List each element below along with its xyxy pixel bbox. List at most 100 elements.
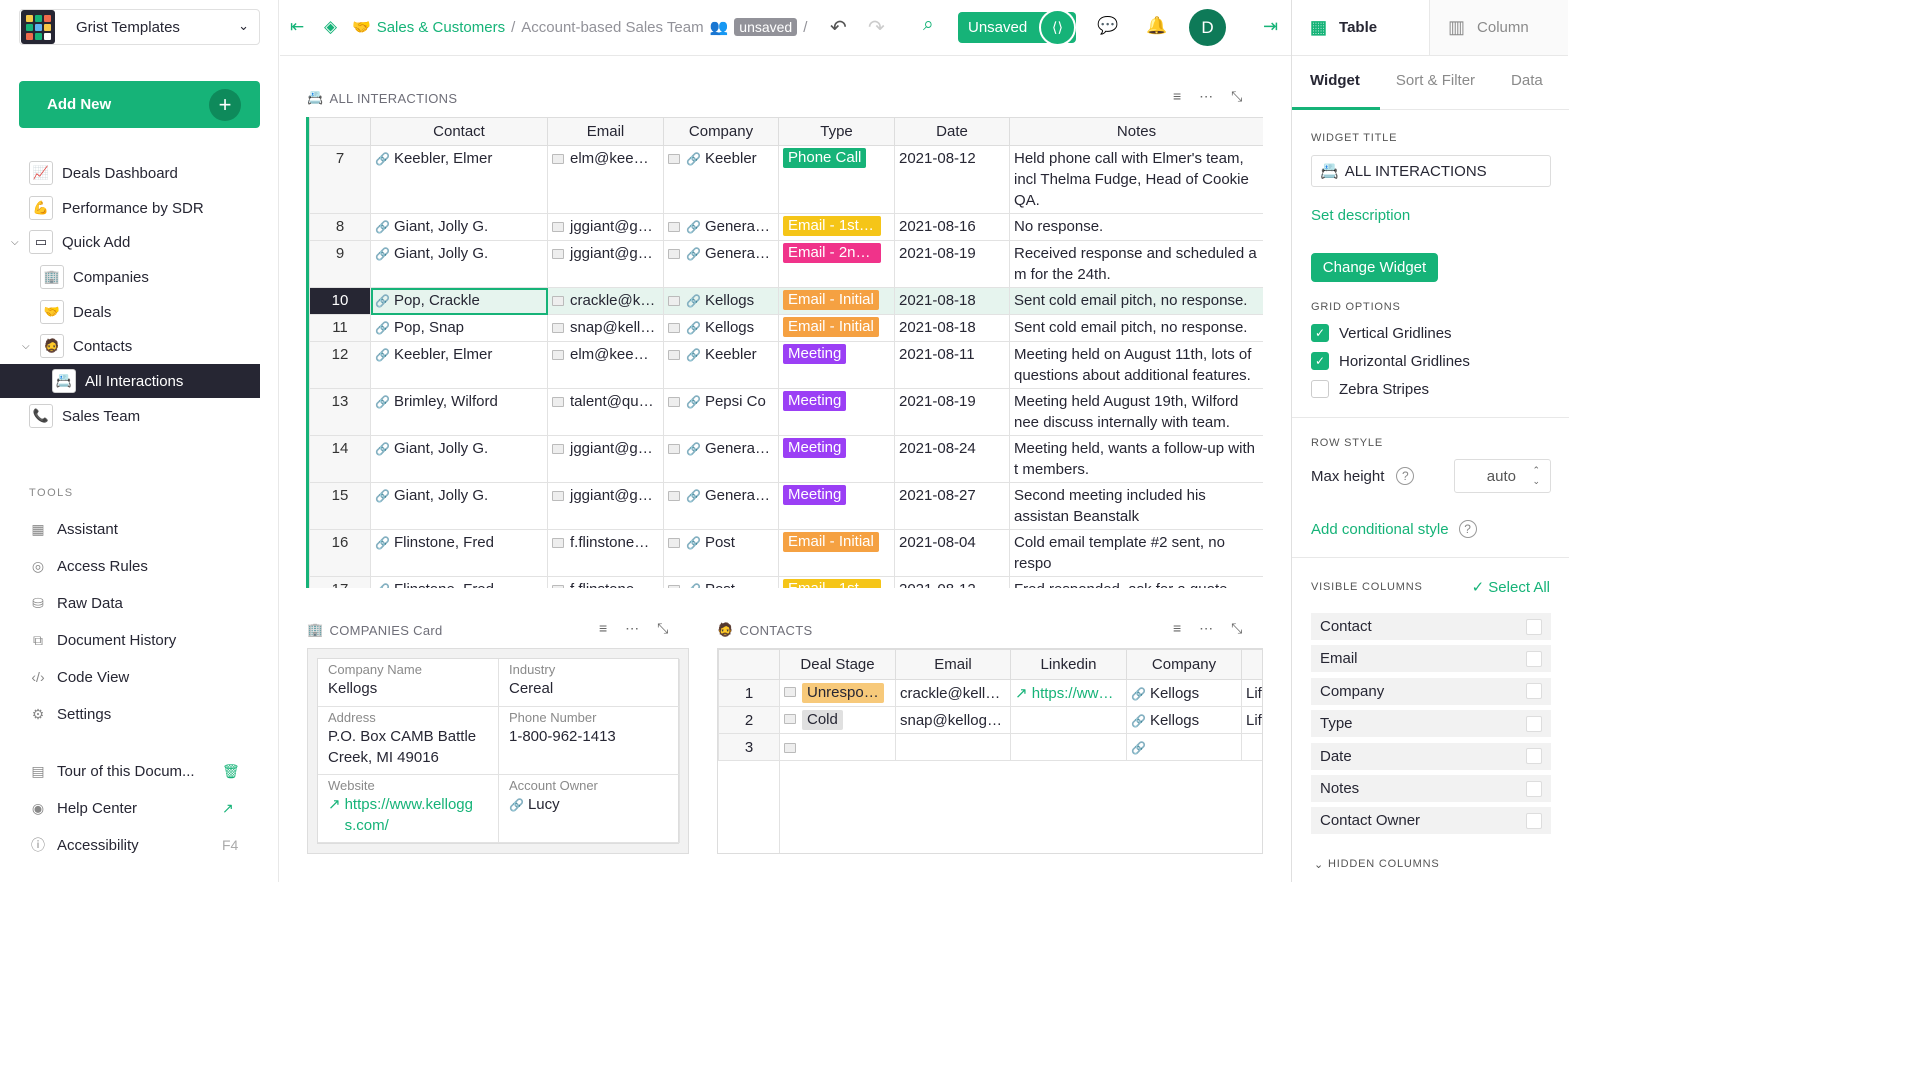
- table-row[interactable]: 14 🔗 Giant, Jolly G. jggiant@g… 🔗 Genera… Meet…: [309, 435, 1263, 483]
- cell-type[interactable]: Meeting: [778, 388, 895, 436]
- cell-email[interactable]: elm@kee…: [547, 145, 664, 214]
- cell-deal-stage[interactable]: [779, 733, 896, 761]
- change-widget-button[interactable]: Change Widget: [1311, 253, 1438, 282]
- table-row[interactable]: 11 🔗 Pop, Snap snap@kell… 🔗 Kellogs Email - In…: [309, 314, 1263, 342]
- visible-column-item[interactable]: Email: [1311, 645, 1551, 673]
- column-header[interactable]: Notes: [1009, 117, 1263, 146]
- table-row[interactable]: 10 🔗 Pop, Crackle crackle@k… 🔗 Kellogs Email -…: [309, 287, 1263, 315]
- cell-email[interactable]: snap@kellog…: [895, 706, 1011, 734]
- cell-notes[interactable]: Fred responded, ask for a quote: [1009, 576, 1263, 588]
- table-row[interactable]: 9 🔗 Giant, Jolly G. jggiant@g… 🔗 Genera… Email…: [309, 240, 1263, 288]
- expand-icon[interactable]: ⤡: [1231, 620, 1243, 636]
- card-field-address[interactable]: Address P.O. Box CAMB Battle Creek, MI 49…: [318, 707, 499, 775]
- sort-filter-icon[interactable]: ≡: [1173, 620, 1182, 636]
- cell-company[interactable]: 🔗 Kellogs: [663, 287, 779, 315]
- cell-date[interactable]: 2021-08-18: [894, 287, 1010, 315]
- row-number[interactable]: 15: [309, 482, 371, 530]
- card-field-website[interactable]: Website ↗ https://www.kellogg s.com/: [318, 775, 499, 843]
- row-number[interactable]: 7: [309, 145, 371, 214]
- column-checkbox[interactable]: [1526, 748, 1542, 765]
- cell-notes[interactable]: Meeting held on August 11th, lots of que…: [1009, 341, 1263, 389]
- cell-value[interactable]: https://ww…: [1031, 685, 1114, 702]
- cell-type[interactable]: Email - Initial: [778, 287, 895, 315]
- unsaved-button[interactable]: Unsaved ⟨⟩: [958, 9, 1076, 46]
- table-row[interactable]: 2 Cold snap@kellog… 🔗 Kellogs Lif: [718, 706, 1262, 734]
- cell-type[interactable]: Meeting: [778, 341, 895, 389]
- cell-date[interactable]: 2021-08-19: [894, 388, 1010, 436]
- cell-company[interactable]: 🔗 Kellogs: [663, 314, 779, 342]
- cell-company[interactable]: 🔗: [1126, 733, 1242, 761]
- cell-contact[interactable]: 🔗 Keebler, Elmer: [370, 145, 548, 214]
- cell-company[interactable]: 🔗 Keebler: [663, 341, 779, 389]
- visible-column-item[interactable]: Notes: [1311, 775, 1551, 802]
- add-new-button[interactable]: Add New +: [19, 81, 260, 128]
- cell-type[interactable]: Email - 1st …: [778, 576, 895, 588]
- breadcrumb-workspace[interactable]: Sales & Customers: [376, 18, 506, 36]
- cell-notes[interactable]: No response.: [1009, 213, 1263, 241]
- tour-link[interactable]: ▤ Tour of this Docum... 🗑: [29, 758, 239, 784]
- column-header[interactable]: Company: [1126, 649, 1242, 680]
- cell-company[interactable]: 🔗 Genera…: [663, 435, 779, 483]
- cell-contact[interactable]: 🔗 Pop, Crackle: [370, 287, 548, 315]
- tool-access-rules[interactable]: ◎ Access Rules: [29, 553, 148, 579]
- expand-panel-icon[interactable]: ⇥: [1263, 16, 1279, 36]
- row-number[interactable]: 13: [309, 388, 371, 436]
- cell-type[interactable]: Phone Call: [778, 145, 895, 214]
- table-row[interactable]: 3 🔗: [718, 733, 1262, 761]
- column-checkbox[interactable]: [1526, 780, 1542, 797]
- cell-email[interactable]: jggiant@g…: [547, 482, 664, 530]
- column-header[interactable]: Email: [895, 649, 1011, 680]
- column-checkbox[interactable]: [1526, 812, 1542, 829]
- row-number[interactable]: 17: [309, 576, 371, 588]
- chevron-down-icon[interactable]: ⌵: [22, 341, 30, 352]
- column-checkbox[interactable]: [1526, 715, 1542, 732]
- page-all-interactions[interactable]: 📇 All Interactions: [0, 364, 260, 398]
- subtab-widget[interactable]: Widget: [1310, 72, 1360, 89]
- cell-contact[interactable]: 🔗 Pop, Snap: [370, 314, 548, 342]
- chevron-down-icon[interactable]: ⌵: [11, 237, 19, 248]
- column-header[interactable]: Company: [663, 117, 779, 146]
- table-row[interactable]: 12 🔗 Keebler, Elmer elm@kee… 🔗 Keebler Meeting…: [309, 341, 1263, 389]
- card-field-industry[interactable]: Industry Cereal: [499, 659, 680, 707]
- cell-deal-stage[interactable]: Unrespo…: [779, 679, 896, 707]
- sort-filter-icon[interactable]: ≡: [1173, 88, 1182, 104]
- cell-contact[interactable]: 🔗 Giant, Jolly G.: [370, 213, 548, 241]
- field-value[interactable]: https://www.kellogg s.com/: [344, 796, 473, 834]
- row-number-header[interactable]: [309, 117, 371, 146]
- cell-linkedin[interactable]: ↗ https://ww…: [1010, 679, 1127, 707]
- card-field-phone[interactable]: Phone Number 1-800-962-1413: [499, 707, 680, 775]
- row-number[interactable]: 11: [309, 314, 371, 342]
- page-deals-dashboard[interactable]: 📈 Deals Dashboard: [29, 157, 178, 189]
- cell-date[interactable]: 2021-08-11: [894, 341, 1010, 389]
- cell-type[interactable]: Email - 2nd…: [778, 240, 895, 288]
- cell-deal-stage[interactable]: Cold: [779, 706, 896, 734]
- cell-notes[interactable]: Meeting held August 19th, Wilford nee di…: [1009, 388, 1263, 436]
- sort-filter-icon[interactable]: ≡: [599, 620, 608, 636]
- horizontal-gridlines-checkbox[interactable]: ✓ Horizontal Gridlines: [1311, 352, 1470, 370]
- visible-column-item[interactable]: Company: [1311, 677, 1551, 705]
- cell-contact[interactable]: 🔗 Keebler, Elmer: [370, 341, 548, 389]
- section-title-companies-card[interactable]: 🏢 COMPANIES Card: [307, 622, 443, 638]
- expand-icon[interactable]: ⤡: [657, 620, 669, 636]
- cell-date[interactable]: 2021-08-19: [894, 240, 1010, 288]
- cell-email[interactable]: jggiant@g…: [547, 240, 664, 288]
- cell-email[interactable]: talent@qu…: [547, 388, 664, 436]
- column-header[interactable]: Linkedin: [1010, 649, 1127, 680]
- row-number[interactable]: 9: [309, 240, 371, 288]
- cell-email[interactable]: f.flinstone…: [547, 529, 664, 577]
- cell-date[interactable]: 2021-08-04: [894, 529, 1010, 577]
- share-icon[interactable]: ⟨⟩: [1039, 9, 1076, 46]
- cell-type[interactable]: Email - Initial: [778, 529, 895, 577]
- spinner-icon[interactable]: ⌃ ⌄: [1532, 465, 1540, 486]
- table-row[interactable]: 17 🔗 Flinstone, Fred f.flinstone… 🔗 Post Email…: [309, 576, 1263, 588]
- cell-notes[interactable]: Meeting held, wants a follow-up with t m…: [1009, 435, 1263, 483]
- visible-column-item[interactable]: Contact: [1311, 613, 1551, 640]
- column-header[interactable]: Email: [547, 117, 664, 146]
- more-icon[interactable]: ⋯: [1199, 88, 1214, 104]
- trash-icon[interactable]: 🗑: [222, 762, 240, 779]
- cell-email[interactable]: crackle@k…: [547, 287, 664, 315]
- more-icon[interactable]: ⋯: [1199, 620, 1214, 636]
- column-checkbox[interactable]: [1526, 618, 1542, 635]
- checkbox-empty[interactable]: [1311, 380, 1329, 398]
- hidden-columns-toggle[interactable]: ⌄ HIDDEN COLUMNS: [1314, 858, 1439, 871]
